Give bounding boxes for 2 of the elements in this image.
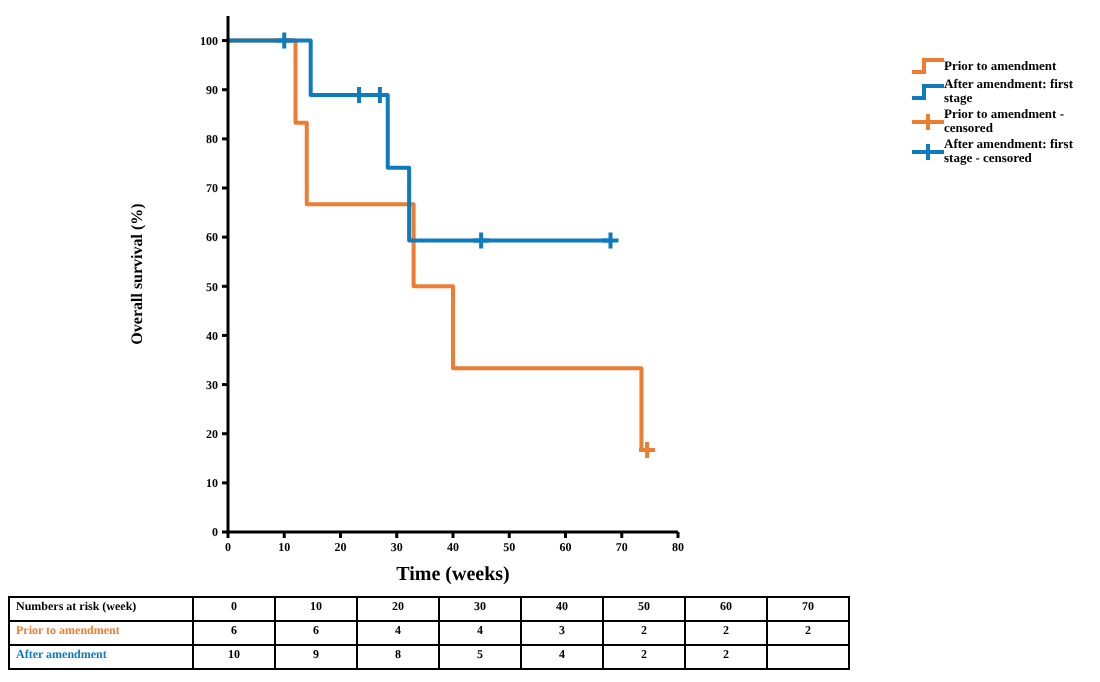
y-axis-title: Overall survival (%)	[127, 202, 146, 345]
x-axis-title: Time (weeks)	[396, 564, 510, 586]
